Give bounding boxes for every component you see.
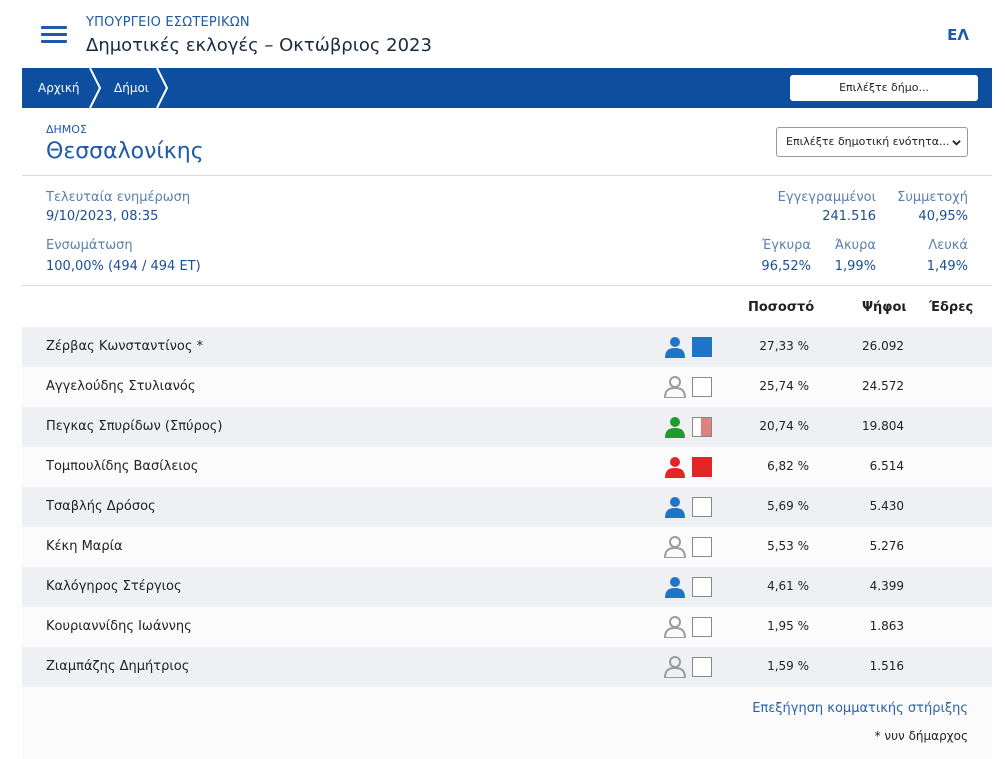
registered-value: 241.516 bbox=[822, 209, 876, 224]
candidate-votes: 1.516 bbox=[869, 659, 904, 673]
municipality-label: ΔΗΜΟΣ bbox=[46, 123, 87, 136]
table-row[interactable]: Καλόγηρος Στέργιος 4,61 % 4.399 bbox=[22, 567, 992, 607]
chevron-right-icon bbox=[89, 68, 102, 108]
party-color-swatch bbox=[692, 577, 712, 597]
candidate-votes: 19.804 bbox=[862, 419, 904, 433]
app-header: ΥΠΟΥΡΓΕΙΟ ΕΣΩΤΕΡΙΚΩΝ Δημοτικές εκλογές –… bbox=[0, 0, 1005, 68]
candidate-name: Κέκη Μαρία bbox=[46, 539, 123, 554]
last-update-value: 9/10/2023, 08:35 bbox=[46, 209, 159, 224]
integration-value: 100,00% (494 / 494 ΕΤ) bbox=[46, 259, 201, 274]
person-icon bbox=[665, 457, 685, 478]
candidate-name: Τσαβλής Δρόσος bbox=[46, 499, 156, 514]
person-icon bbox=[665, 337, 685, 358]
person-icon bbox=[664, 656, 686, 678]
party-support-explanation-link[interactable]: Επεξήγηση κομματικής στήριξης bbox=[752, 701, 968, 716]
chevron-right-icon bbox=[156, 68, 169, 108]
breadcrumb-municipalities[interactable]: Δήμοι bbox=[114, 81, 149, 95]
candidate-votes: 5.430 bbox=[869, 499, 904, 513]
candidate-percent: 5,53 % bbox=[767, 539, 809, 553]
blank-label: Λευκά bbox=[928, 238, 968, 253]
party-color-swatch bbox=[692, 457, 712, 477]
person-icon bbox=[665, 417, 685, 438]
table-row[interactable]: Αγγελούδης Στυλιανός 25,74 % 24.572 bbox=[22, 367, 992, 407]
candidate-name: Ζιαμπάζης Δημήτριος bbox=[46, 659, 190, 674]
person-icon bbox=[664, 536, 686, 558]
percent-column-header: Ποσοστό bbox=[748, 300, 815, 315]
turnout-value: 40,95% bbox=[918, 209, 968, 224]
party-color-swatch bbox=[692, 537, 712, 557]
valid-value: 96,52% bbox=[761, 259, 811, 274]
election-stats: Τελευταία ενημέρωση 9/10/2023, 08:35 Ενσ… bbox=[22, 177, 992, 286]
municipal-unit-select-label: Επιλέξτε δημοτική ενότητα... bbox=[786, 135, 950, 148]
municipality-header: ΔΗΜΟΣ Θεσσαλονίκης Επιλέξτε δημοτική ενό… bbox=[22, 108, 992, 176]
candidate-name: Πεγκας Σπυρίδων (Σπύρος) bbox=[46, 419, 223, 434]
person-icon bbox=[665, 497, 685, 518]
votes-column-header: Ψήφοι bbox=[862, 300, 907, 315]
municipal-unit-select[interactable]: Επιλέξτε δημοτική ενότητα... bbox=[776, 127, 968, 157]
municipality-select[interactable]: Επιλέξτε δήμο... bbox=[790, 75, 978, 101]
table-row[interactable]: Ζέρβας Κωνσταντίνος * 27,33 % 26.092 bbox=[22, 327, 992, 367]
person-icon bbox=[664, 376, 686, 398]
invalid-value: 1,99% bbox=[834, 259, 876, 274]
candidate-name: Κουριαννίδης Ιωάννης bbox=[46, 619, 192, 634]
candidate-votes: 24.572 bbox=[862, 379, 904, 393]
turnout-label: Συμμετοχή bbox=[897, 190, 968, 205]
incumbent-note: * νυν δήμαρχος bbox=[874, 729, 968, 743]
person-icon bbox=[665, 577, 685, 598]
party-color-swatch bbox=[692, 657, 712, 677]
candidate-name: Τομπουλίδης Βασίλειος bbox=[46, 459, 199, 474]
breadcrumb: Αρχική Δήμοι Επιλέξτε δήμο... bbox=[22, 68, 992, 108]
table-row[interactable]: Τσαβλής Δρόσος 5,69 % 5.430 bbox=[22, 487, 992, 527]
table-row[interactable]: Ζιαμπάζης Δημήτριος 1,59 % 1.516 bbox=[22, 647, 992, 687]
candidate-percent: 25,74 % bbox=[759, 379, 809, 393]
candidate-percent: 1,95 % bbox=[767, 619, 809, 633]
candidate-percent: 4,61 % bbox=[767, 579, 809, 593]
candidate-votes: 5.276 bbox=[869, 539, 904, 553]
candidate-name: Αγγελούδης Στυλιανός bbox=[46, 379, 196, 394]
candidate-percent: 27,33 % bbox=[759, 339, 809, 353]
results-footer: Επεξήγηση κομματικής στήριξης * νυν δήμα… bbox=[22, 687, 992, 759]
candidate-name: Ζέρβας Κωνσταντίνος * bbox=[46, 339, 204, 354]
candidate-name: Καλόγηρος Στέργιος bbox=[46, 579, 182, 594]
integration-label: Ενσωμάτωση bbox=[46, 238, 133, 253]
candidate-percent: 5,69 % bbox=[767, 499, 809, 513]
language-switch[interactable]: ΕΛ bbox=[947, 26, 969, 44]
party-color-swatch bbox=[692, 497, 712, 517]
registered-label: Εγγεγραμμένοι bbox=[777, 190, 876, 205]
candidate-votes: 4.399 bbox=[869, 579, 904, 593]
table-row[interactable]: Τομπουλίδης Βασίλειος 6,82 % 6.514 bbox=[22, 447, 992, 487]
page-title: Δημοτικές εκλογές – Οκτώβριος 2023 bbox=[86, 35, 432, 56]
candidate-votes: 1.863 bbox=[869, 619, 904, 633]
candidate-percent: 6,82 % bbox=[767, 459, 809, 473]
blank-value: 1,49% bbox=[926, 259, 968, 274]
party-color-swatch bbox=[692, 417, 712, 437]
candidate-percent: 1,59 % bbox=[767, 659, 809, 673]
candidate-votes: 26.092 bbox=[862, 339, 904, 353]
ministry-name: ΥΠΟΥΡΓΕΙΟ ΕΣΩΤΕΡΙΚΩΝ bbox=[86, 15, 250, 30]
party-color-swatch bbox=[692, 337, 712, 357]
table-row[interactable]: Πεγκας Σπυρίδων (Σπύρος) 20,74 % 19.804 bbox=[22, 407, 992, 447]
last-update-label: Τελευταία ενημέρωση bbox=[46, 190, 191, 205]
table-row[interactable]: Κέκη Μαρία 5,53 % 5.276 bbox=[22, 527, 992, 567]
results-table-header: Ποσοστό Ψήφοι Έδρες bbox=[22, 287, 992, 327]
municipality-name: Θεσσαλονίκης bbox=[46, 139, 204, 164]
chevron-down-icon bbox=[952, 140, 961, 146]
candidate-percent: 20,74 % bbox=[759, 419, 809, 433]
seats-column-header: Έδρες bbox=[929, 300, 974, 315]
invalid-label: Άκυρα bbox=[834, 238, 876, 253]
candidate-votes: 6.514 bbox=[869, 459, 904, 473]
results-table: Ζέρβας Κωνσταντίνος * 27,33 % 26.092 Αγγ… bbox=[22, 327, 992, 687]
hamburger-menu-icon[interactable] bbox=[41, 26, 67, 44]
breadcrumb-home[interactable]: Αρχική bbox=[38, 81, 80, 95]
valid-label: Έγκυρα bbox=[761, 238, 811, 253]
person-icon bbox=[664, 616, 686, 638]
party-color-swatch bbox=[692, 617, 712, 637]
table-row[interactable]: Κουριαννίδης Ιωάννης 1,95 % 1.863 bbox=[22, 607, 992, 647]
party-color-swatch bbox=[692, 377, 712, 397]
